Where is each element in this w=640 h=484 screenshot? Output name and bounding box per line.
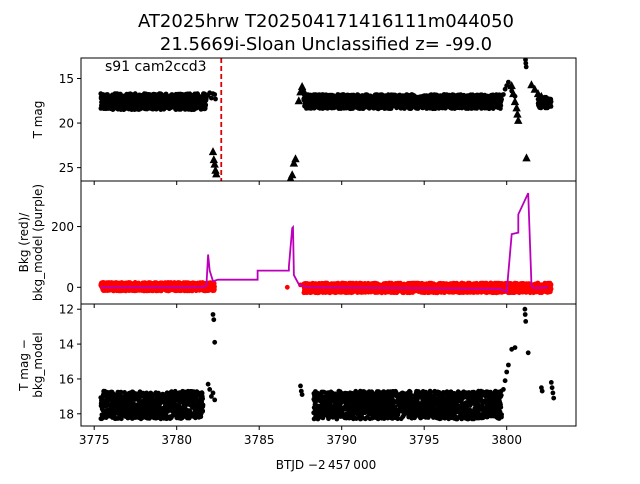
data-point (212, 92, 217, 97)
y-tick-label: 15 (59, 72, 74, 86)
top-series-0-cluster-1 (301, 92, 504, 111)
data-point (498, 103, 503, 108)
data-point (213, 97, 218, 102)
triangle-marker (298, 82, 306, 90)
y-label-line: T mag (31, 101, 45, 140)
title-line-2: 21.5669i-Sloan Unclassified z= -99.0 (160, 34, 492, 55)
panel-top-y-label: T mag (31, 101, 45, 140)
data-point (212, 284, 217, 289)
data-point (524, 65, 529, 70)
x-axis-label: BTJD −2 457 000 (276, 458, 376, 472)
triangle-marker (209, 147, 217, 155)
title-line-1: AT2025hrw T202504171416111m044050 (138, 11, 514, 32)
panel-middle-plot-area (98, 193, 553, 295)
top-series-0-cluster-0 (98, 91, 208, 112)
data-point (203, 103, 208, 108)
data-point (501, 92, 506, 97)
data-point (506, 80, 511, 85)
y-tick-label: 25 (59, 161, 74, 175)
data-point (499, 97, 504, 102)
data-point (209, 96, 214, 101)
data-point (523, 50, 528, 55)
triangle-marker (522, 153, 530, 161)
triangle-marker (288, 170, 296, 178)
triangle-marker (291, 154, 299, 162)
triangle-marker (511, 97, 519, 105)
panel-top-frame (81, 58, 576, 181)
y-tick-label: 20 (59, 117, 74, 131)
